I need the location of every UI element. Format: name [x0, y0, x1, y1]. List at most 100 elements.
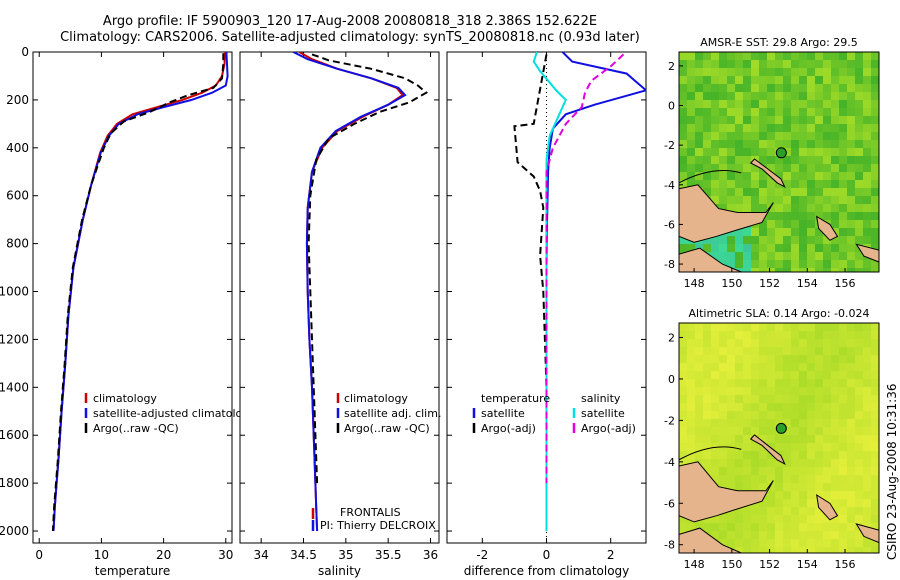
series-line [51, 53, 225, 532]
land-mass [679, 461, 774, 523]
x-axis-label: difference from climatology [464, 564, 630, 578]
map-field [679, 52, 879, 272]
x-tick-label: 154 [797, 277, 818, 290]
temperature-panel: 0 10 20 30 temperature 0 200 400 600 800 1000 1200 1… [0, 45, 256, 578]
figure-title-line2: Climatology: CARS2006. Satellite-adjuste… [60, 30, 640, 45]
y-tick-label: 600 [6, 189, 29, 203]
coast-line [679, 446, 742, 461]
x-tick-label: 150 [721, 558, 742, 571]
legend-title: temperature [481, 392, 550, 405]
salinity-panel: 34 34.5 35 35.5 36 salinity climatology satelli… [239, 51, 441, 578]
land-mass [816, 493, 839, 521]
pi-line2: PI: Thierry DELCROIX [320, 519, 436, 532]
argo-location-marker [775, 422, 787, 434]
x-tick-label: 148 [684, 558, 705, 571]
x-axis-label: temperature [95, 564, 170, 578]
y-tick-label: -6 [664, 218, 675, 231]
series-group [513, 52, 646, 531]
x-tick-label: 152 [759, 277, 780, 290]
y-tick-label: -4 [664, 456, 675, 469]
legend-label: Argo(-adj) [481, 422, 536, 435]
map-frame [678, 322, 880, 554]
x-tick-label: 150 [721, 277, 742, 290]
series-line [513, 54, 548, 531]
legend-label: satellite [481, 407, 525, 420]
y-tick-label: -8 [664, 258, 675, 271]
land-mass [855, 523, 879, 544]
coast-line [679, 169, 742, 184]
x-tick-label: 34.5 [290, 548, 317, 562]
x-tick-label: 2 [607, 548, 615, 562]
panel-frame [32, 51, 233, 544]
x-tick-label: 30 [218, 548, 233, 562]
map-frame [678, 51, 880, 273]
x-tick-label: 20 [156, 548, 171, 562]
land-mass [855, 243, 879, 263]
y-tick-label: 1800 [0, 476, 29, 490]
series-group [51, 52, 229, 532]
x-tick-label: 156 [835, 558, 856, 571]
legend-title: salinity [581, 392, 621, 405]
y-tick-label: 2 [668, 60, 675, 73]
land-mass [679, 527, 742, 553]
y-tick-label: 1400 [0, 380, 29, 394]
series-line [545, 53, 625, 484]
difference-panel: -2 0 2 difference from climatology temperatu… [446, 51, 647, 578]
y-tick-label: -8 [664, 539, 675, 552]
legend-label: satellite-adjusted climatology [93, 407, 256, 420]
x-tick-label: 148 [684, 277, 705, 290]
land-mass [749, 434, 786, 466]
y-tick-label: 1600 [0, 428, 29, 442]
argo-location-marker [775, 147, 787, 159]
land-mass [679, 184, 774, 243]
y-tick-label: 800 [6, 237, 29, 251]
x-tick-label: 154 [797, 558, 818, 571]
x-tick-label: 34 [254, 548, 269, 562]
y-tick-label: -4 [664, 179, 675, 192]
legend-label: satellite [581, 407, 625, 420]
series-line [307, 53, 429, 484]
x-tick-label: 36 [423, 548, 438, 562]
panel-frame [239, 51, 440, 544]
y-tick-label: -6 [664, 497, 675, 510]
legend-label: climatology [344, 392, 408, 405]
x-tick-label: 152 [759, 558, 780, 571]
x-tick-label: 35.5 [375, 548, 402, 562]
map-field [679, 323, 879, 553]
y-tick-label: 0 [21, 45, 29, 59]
y-tick-label: 1000 [0, 285, 29, 299]
figure-title: Argo profile: IF 5900903_120 17-Aug-2008… [40, 14, 660, 46]
y-tick-label: -2 [664, 414, 675, 427]
x-tick-label: 0 [543, 548, 551, 562]
y-tick-label: 2 [668, 332, 675, 345]
sla-map: Altimetric SLA: 0.14 Argo: -0.024 148 150 1… [664, 307, 880, 571]
x-axis-label: salinity [318, 564, 361, 578]
side-label: CSIRO 23-Aug-2008 10:31:36 [885, 384, 899, 560]
y-tick-label: 0 [668, 100, 675, 113]
figure-title-line1: Argo profile: IF 5900903_120 17-Aug-2008… [102, 14, 598, 29]
land-mass [749, 158, 786, 188]
land-mass [816, 215, 839, 241]
sst-map: AMSR-E SST: 29.8 Argo: 29.5 148 150 152 154 1… [664, 36, 880, 290]
y-tick-label: -2 [664, 139, 675, 152]
legend-label: Argo(-adj) [581, 422, 636, 435]
x-tick-label: 0 [35, 548, 43, 562]
x-tick-label: 156 [835, 277, 856, 290]
x-tick-label: 10 [94, 548, 109, 562]
legend-label: satellite adj. clim. [344, 407, 441, 420]
y-tick-label: 0 [668, 373, 675, 386]
y-tick-label: 2000 [0, 524, 29, 538]
series-group [292, 52, 429, 532]
x-tick-label: -2 [476, 548, 488, 562]
x-tick-label: 35 [338, 548, 353, 562]
y-tick-label: 1200 [0, 332, 29, 346]
y-tick-label: 400 [6, 141, 29, 155]
map-title: Altimetric SLA: 0.14 Argo: -0.024 [689, 307, 870, 320]
legend-label: Argo(..raw -QC) [344, 422, 430, 435]
map-title: AMSR-E SST: 29.8 Argo: 29.5 [700, 36, 858, 49]
legend-label: Argo(..raw -QC) [93, 422, 179, 435]
y-tick-label: 200 [6, 93, 29, 107]
legend-label: climatology [93, 392, 157, 405]
pi-line1: FRONTALIS [340, 506, 401, 519]
